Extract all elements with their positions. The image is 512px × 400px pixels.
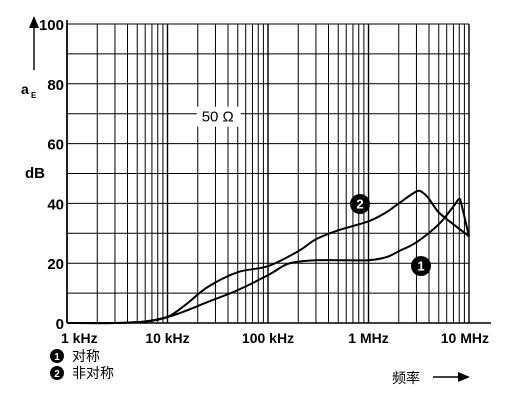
labels: 0 20 40 60 80 100 1 kHz 10 kHz 100 kHz 1 MHz 10 MH…	[21, 17, 489, 386]
x-axis-label: 频率	[392, 370, 420, 386]
series-marker-label-1: 1	[417, 259, 424, 274]
series-line-2	[66, 189, 470, 325]
y-tick-label: 60	[47, 137, 64, 154]
series-line-1	[66, 197, 470, 325]
legend-marker-label-1: 1	[54, 352, 60, 363]
series-marker-label-2: 2	[356, 197, 363, 212]
y-tick-label: 80	[47, 77, 64, 94]
x-tick-label: 100 kHz	[242, 330, 294, 346]
impedance-annotation: 50 Ω	[202, 109, 234, 126]
series-curves: 12	[66, 189, 470, 325]
legend-marker-1	[50, 349, 64, 363]
x-tick-label: 1 MHz	[348, 330, 388, 346]
legend-entry-2: 非对称	[72, 365, 114, 381]
y-tick-label: 0	[56, 316, 64, 333]
x-tick-label: 1 kHz	[61, 330, 98, 346]
y-axis-label-subscript: E	[31, 91, 37, 100]
y-tick-label: 40	[47, 196, 64, 213]
y-tick-label: 100	[39, 17, 64, 34]
y-axis-arrow-head	[29, 16, 39, 28]
y-axis-label-symbol: a	[21, 81, 29, 97]
legend-entry-1: 对称	[72, 348, 100, 364]
x-tick-label: 10 MHz	[441, 330, 489, 346]
x-axis-arrow-head	[458, 372, 470, 382]
series-marker-1	[411, 256, 431, 276]
axes	[29, 16, 491, 382]
annotation-box	[196, 106, 241, 127]
grid	[66, 23, 470, 324]
series-marker-2	[350, 194, 370, 214]
y-axis-unit: dB	[25, 165, 45, 182]
legend-marker-2	[50, 366, 64, 380]
y-tick-label: 20	[47, 256, 64, 273]
x-tick-label: 10 kHz	[145, 330, 189, 346]
legend-marker-label-2: 2	[54, 369, 60, 380]
